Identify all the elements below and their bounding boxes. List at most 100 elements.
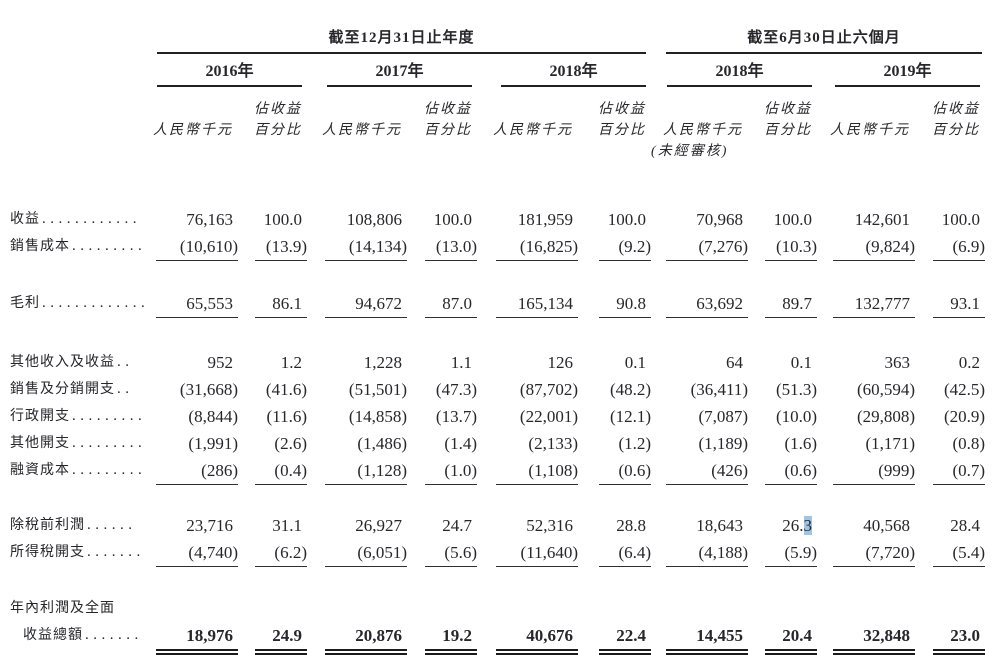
dot-leader: .. (117, 381, 134, 397)
value-cell: 70,968 (651, 206, 748, 233)
value-cell: (1,171) (817, 430, 915, 457)
row-administrative-expenses: 行政開支......... (8,844) (11.6) (14,858) (1… (10, 403, 985, 430)
pct-header-cell: 佔收益 百分比 (407, 87, 477, 176)
dot-leader: ............. (42, 295, 150, 311)
value: (47.3) (435, 380, 477, 399)
row-label-text: 融資成本 (10, 463, 70, 478)
year-label: 2018年 (501, 54, 647, 87)
value: 76,163 (186, 210, 233, 229)
value-cell: (87,702) (477, 376, 578, 403)
value: (4,740) (156, 539, 238, 567)
value-cell: 952 (148, 349, 238, 376)
value: (1,171) (865, 434, 916, 453)
year-header-2016: 2016年 (148, 54, 307, 87)
value: 1.2 (280, 353, 302, 372)
value: 31.1 (272, 516, 302, 535)
year-label: 2016年 (157, 54, 302, 87)
value: 100.0 (607, 210, 647, 229)
rmb-header-cell: 人民幣千元 (307, 87, 407, 176)
value-cell: 23,716 (148, 512, 238, 539)
value-cell: 20.4 (748, 622, 818, 656)
value: 0.2 (958, 353, 981, 372)
row-label-text: 毛利 (10, 296, 40, 311)
value: (14,858) (348, 407, 407, 426)
year-header-2018-interim: 2018年 (651, 54, 817, 87)
value: 1,228 (363, 353, 402, 372)
value-cell: (7,087) (651, 403, 748, 430)
value-cell: (7,276) (651, 233, 749, 266)
value-cell: 64 (651, 349, 748, 376)
value-cell: 132,777 (817, 290, 916, 323)
value: (1,128) (325, 457, 407, 485)
value: (51.3) (775, 380, 818, 399)
value: 23.0 (933, 622, 986, 655)
value: 18,976 (156, 622, 238, 655)
value: 165,134 (496, 290, 578, 318)
value-cell: (6,051) (307, 539, 407, 572)
value-cell: 100.0 (238, 206, 307, 233)
value-cell: 65,553 (148, 290, 238, 323)
value: (999) (833, 457, 916, 485)
row-label-text: 行政開支 (10, 409, 70, 424)
value: 89.7 (765, 290, 818, 318)
row-income-tax-expense: 所得稅開支....... (4,740) (6.2) (6,051) (5.6)… (10, 539, 986, 572)
value: (20.9) (943, 407, 986, 426)
value-cell: 23.0 (915, 622, 986, 656)
spacer-row (10, 323, 985, 349)
value-cell: (20.9) (915, 403, 985, 430)
row-label: 銷售成本......... (10, 233, 148, 266)
rmb-unit-label: 人民幣千元 (493, 123, 573, 138)
spacer-row (10, 176, 985, 206)
year-header-2018: 2018年 (477, 54, 651, 87)
year-label: 2019年 (835, 54, 981, 87)
row-label-text: 其他收入及收益 (10, 355, 115, 370)
value-cell: 31.1 (238, 512, 307, 539)
value: (4,188) (666, 539, 749, 567)
value: 22.4 (599, 622, 652, 655)
interim-section-header: 截至6月30日止六個月 (651, 26, 985, 54)
row-total-profit-label-line1: 年內利潤及全面 (10, 596, 985, 622)
value: (8,844) (188, 407, 238, 426)
row-label: 銷售及分銷開支.. (10, 376, 148, 403)
value: (0.6) (765, 457, 818, 485)
value-cell: (1,486) (307, 430, 407, 457)
pct-label-line1: 佔收益 (254, 102, 302, 117)
value: (11.6) (266, 407, 307, 426)
value-cell: (2,133) (477, 430, 578, 457)
value-cell: 1.1 (407, 349, 477, 376)
value-cell: 28.8 (578, 512, 651, 539)
value: 952 (207, 353, 234, 372)
value: 40,676 (496, 622, 578, 655)
value: 87.0 (425, 290, 477, 318)
spacer-row (10, 572, 985, 596)
value: 108,806 (346, 210, 402, 229)
value-cell: 40,676 (477, 622, 578, 656)
value-cell: 22.4 (578, 622, 652, 656)
value: (6.9) (933, 233, 986, 261)
value: (10.3) (765, 233, 818, 261)
value-cell: (10,610) (148, 233, 238, 266)
value-cell: (13.7) (407, 403, 477, 430)
rmb-unit-label: 人民幣千元 (830, 123, 911, 138)
value: (10,610) (156, 233, 238, 261)
value: (36,411) (690, 380, 749, 399)
row-label-text: 除稅前利潤 (10, 518, 85, 533)
value: (1,108) (496, 457, 578, 485)
value-cell: (2.6) (238, 430, 307, 457)
value: (7,087) (698, 407, 749, 426)
value-cell: 0.1 (748, 349, 817, 376)
dot-leader: ....... (87, 544, 145, 560)
value: 24.9 (255, 622, 307, 655)
value-cell: (12.1) (578, 403, 651, 430)
row-label-text: 收益總額 (23, 628, 83, 643)
value-cell: 19.2 (407, 622, 477, 656)
value: 23,716 (186, 516, 233, 535)
value-cell: (31,668) (148, 376, 238, 403)
value-cell: 40,568 (817, 512, 915, 539)
empty-cell (148, 596, 985, 622)
row-label-text: 所得稅開支 (10, 545, 85, 560)
row-selling-distribution-expenses: 銷售及分銷開支.. (31,668) (41.6) (51,501) (47.3… (10, 376, 985, 403)
value: 20,876 (325, 622, 407, 655)
value-cell: (4,188) (651, 539, 749, 572)
